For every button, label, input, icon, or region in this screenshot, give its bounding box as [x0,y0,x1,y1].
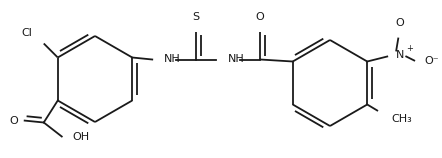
Text: Cl: Cl [21,28,32,39]
Text: +: + [406,44,413,53]
Text: OH: OH [73,131,90,142]
Text: CH₃: CH₃ [391,113,412,124]
Text: S: S [193,12,200,21]
Text: NH: NH [228,55,245,64]
Text: O: O [9,115,18,125]
Text: NH: NH [164,55,181,64]
Text: O⁻: O⁻ [424,55,439,66]
Text: O: O [256,12,265,21]
Text: N: N [396,49,404,60]
Text: O: O [396,18,404,27]
